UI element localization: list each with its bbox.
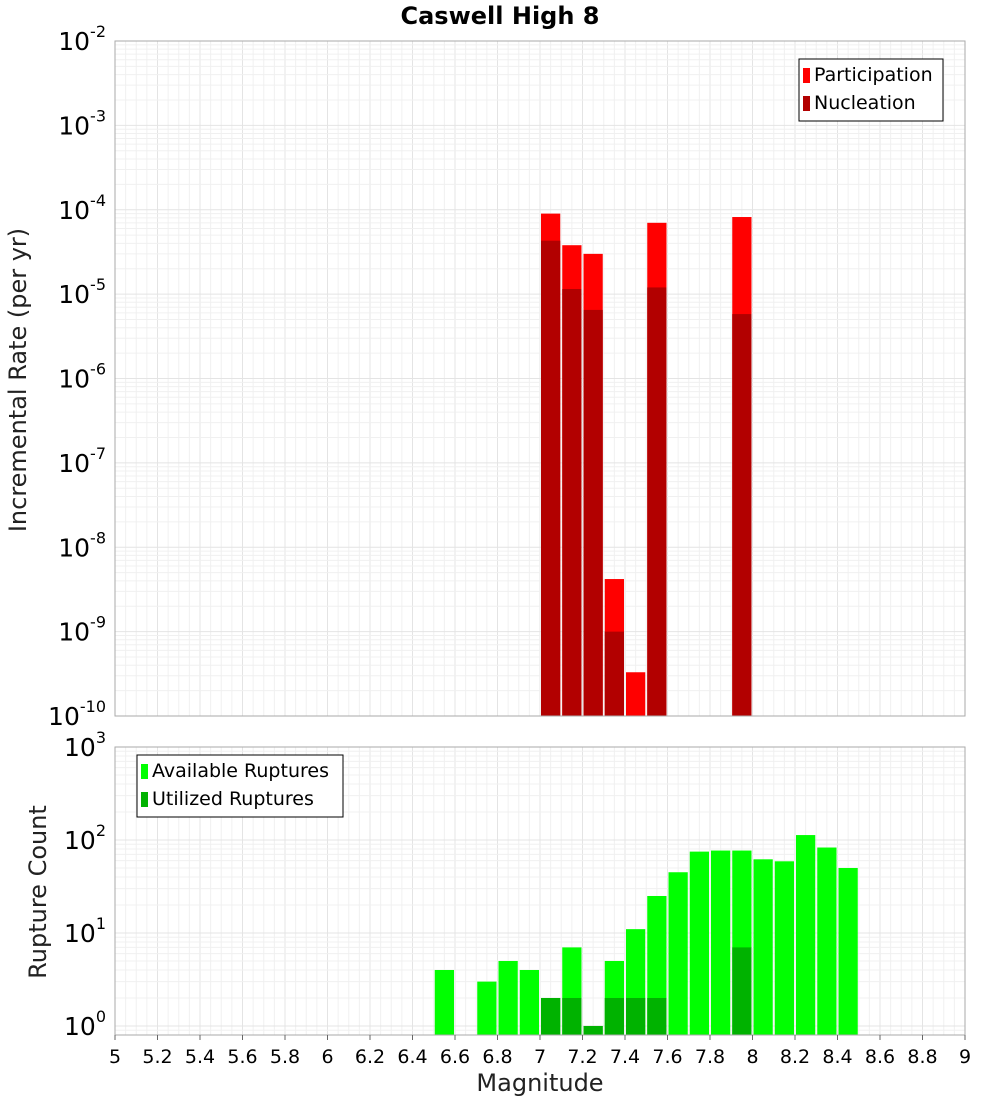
x-tick-label: 7.2 [567,1046,597,1068]
x-tick-label: 8.6 [865,1046,895,1068]
y-tick-label: 10-5 [58,275,106,309]
y-tick-label: 10-4 [58,191,106,225]
x-tick-label: 8.4 [822,1046,852,1068]
x-tick-label: 5.2 [142,1046,172,1068]
x-tick-label: 6 [321,1046,333,1068]
y-tick-label: 103 [64,728,106,762]
x-tick-label: 6.2 [355,1046,385,1068]
x-tick-label: 7.4 [610,1046,640,1068]
available-ruptures-bar [689,851,709,1035]
utilized-ruptures-bar [562,997,582,1035]
nucleation-bar [732,314,752,716]
y-tick-label: 101 [64,914,106,948]
legend-swatch [803,68,810,83]
x-tick-label: 6.8 [482,1046,512,1068]
y-tick-label: 10-10 [48,697,106,731]
y-tick-label: 102 [64,821,106,855]
utilized-ruptures-bar [626,997,646,1035]
legend-entry: Nucleation [814,92,916,114]
rate-panel: 10-10 10-9 10-8 10-7 10-6 10-5 10-4 10-3 10-2 In… [4,22,966,731]
count-y-ticks: 100 101 102 103 [64,728,106,1041]
x-tick-label: 9 [959,1046,971,1068]
x-tick-label: 5 [109,1046,121,1068]
x-tick-label: 5.6 [227,1046,257,1068]
participation-bar [626,672,646,716]
available-ruptures-bar [838,867,858,1035]
rate-grid [114,40,966,717]
rate-y-axis-label: Incremental Rate (per yr) [4,228,32,532]
available-ruptures-bar [774,861,794,1035]
x-tick-label: 6.6 [440,1046,470,1068]
rate-y-ticks: 10-10 10-9 10-8 10-7 10-6 10-5 10-4 10-3 10-2 [48,22,106,731]
nucleation-bar [604,631,624,716]
legend-entry: Utilized Ruptures [152,788,314,810]
x-tick-label: 5.4 [185,1046,215,1068]
available-ruptures-bar [434,969,454,1035]
utilized-ruptures-bar [604,997,624,1035]
available-ruptures-bar [753,859,773,1035]
legend-entry: Participation [814,64,933,86]
x-tick-label: 8.2 [780,1046,810,1068]
y-tick-label: 10-6 [58,360,106,394]
x-tick-label: 7.8 [695,1046,725,1068]
count-bars [434,835,858,1035]
y-tick-label: 10-3 [58,106,106,140]
x-tick-label: 5.8 [270,1046,300,1068]
x-tick-label: 8.8 [907,1046,937,1068]
utilized-ruptures-bar [647,997,667,1035]
legend-box [798,58,944,122]
x-axis-label: Magnitude [476,1069,603,1097]
x-tick-label: 8 [746,1046,758,1068]
nucleation-bar [541,240,561,717]
x-tick-label: 7.6 [652,1046,682,1068]
available-ruptures-bar [711,850,731,1035]
available-ruptures-bar [519,969,539,1035]
x-ticks: 5 5.2 5.4 5.6 5.8 6 6.2 6.4 6.6 6.8 7 7.2 7.4 7.6 7.8 8… [109,1035,971,1068]
count-panel: 100 101 102 103 5 5.2 5.4 5.6 5.8 6 6.2 6.4 6.6 6.8 7… [24,728,971,1097]
rate-plot-frame [114,40,966,717]
nucleation-bar [583,309,603,716]
nucleation-bar [647,287,667,716]
rate-legend: Participation Nucleation [798,58,944,122]
legend-swatch [141,764,148,779]
rate-bars [541,213,752,717]
y-tick-label: 10-2 [58,22,106,56]
utilized-ruptures-bar [583,1025,603,1035]
y-tick-label: 10-8 [58,528,106,562]
utilized-ruptures-bar [541,997,561,1035]
legend-swatch [803,96,810,111]
x-tick-label: 7 [534,1046,546,1068]
available-ruptures-bar [668,872,688,1035]
legend-swatch [141,792,148,807]
legend-entry: Available Ruptures [152,760,329,782]
count-y-axis-label: Rupture Count [24,805,52,979]
available-ruptures-bar [477,981,497,1035]
y-tick-label: 10-7 [58,444,106,478]
utilized-ruptures-bar [732,947,752,1035]
x-tick-label: 6.4 [397,1046,427,1068]
available-ruptures-bar [796,835,816,1035]
count-legend: Available Ruptures Utilized Ruptures [136,754,344,818]
legend-box [136,754,344,818]
available-ruptures-bar [498,960,518,1035]
available-ruptures-bar [817,847,837,1035]
chart-title: Caswell High 8 [401,2,600,30]
y-tick-label: 10-9 [58,613,106,647]
nucleation-bar [562,289,582,716]
y-tick-label: 100 [64,1007,106,1041]
